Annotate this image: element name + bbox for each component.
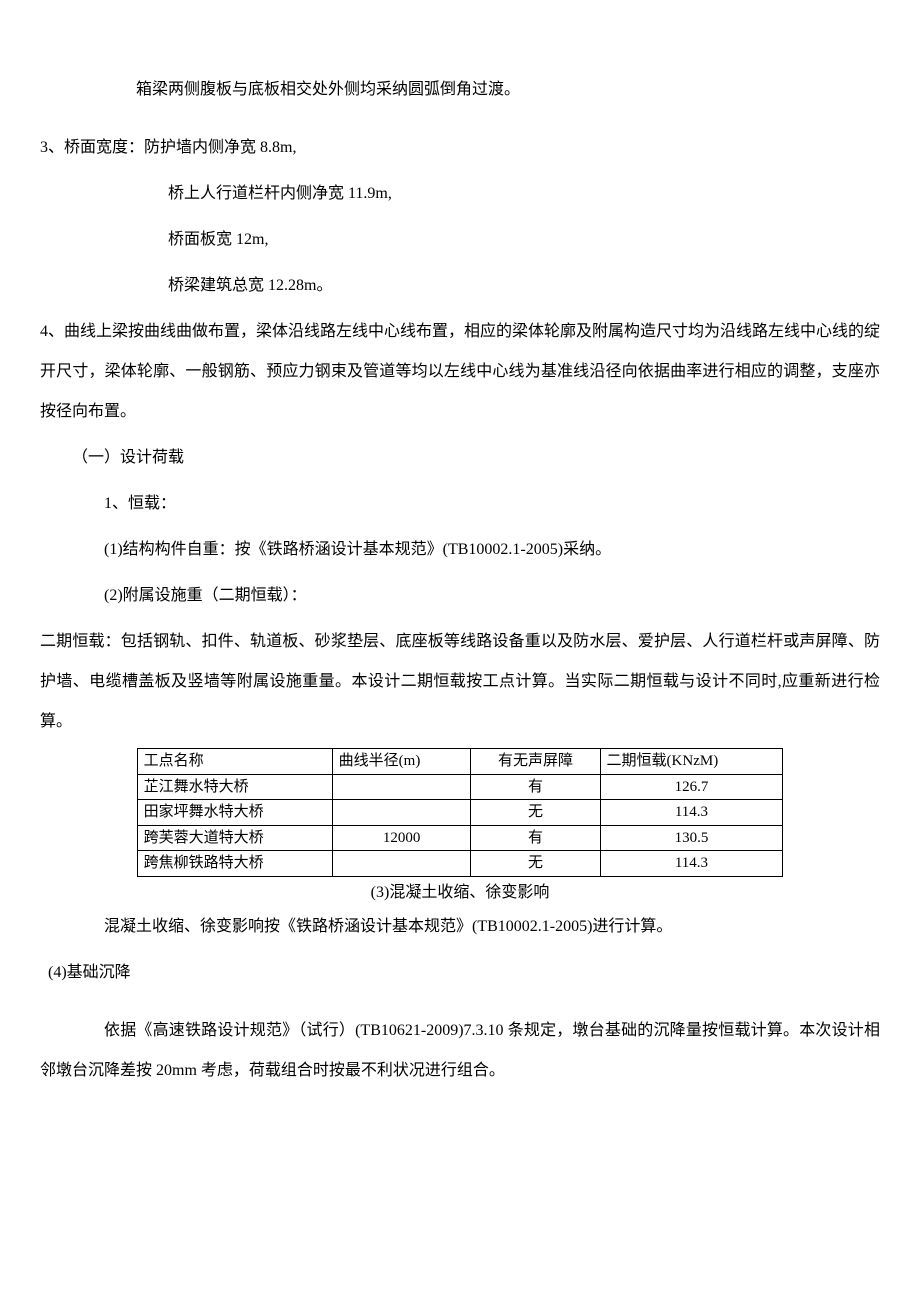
table-header-cell: 工点名称 xyxy=(137,749,332,775)
table-cell xyxy=(332,774,471,800)
table-header-cell: 有无声屏障 xyxy=(471,749,600,775)
paragraph-curve-layout: 4、曲线上梁按曲线曲做布置，梁体沿线路左线中心线布置，相应的梁体轮廓及附属构造尺… xyxy=(40,312,880,432)
table-cell: 跨焦柳铁路特大桥 xyxy=(137,851,332,877)
table-header-row: 工点名称 曲线半径(m) 有无声屏障 二期恒载(KNzM) xyxy=(137,749,783,775)
paragraph-shrinkage-desc: 混凝土收缩、徐变影响按《铁路桥涵设计基本规范》(TB10002.1-2005)进… xyxy=(40,907,880,947)
paragraph-accessory-weight: (2)附属设施重（二期恒载）： xyxy=(40,576,880,616)
paragraph-deck-width: 桥面板宽 12m, xyxy=(40,220,880,260)
table-cell: 130.5 xyxy=(600,825,783,851)
load-table: 工点名称 曲线半径(m) 有无声屏障 二期恒载(KNzM) 芷江舞水特大桥 有 … xyxy=(137,748,784,877)
table-cell: 126.7 xyxy=(600,774,783,800)
table-cell: 芷江舞水特大桥 xyxy=(137,774,332,800)
table-row: 跨焦柳铁路特大桥 无 114.3 xyxy=(137,851,783,877)
table-row: 芷江舞水特大桥 有 126.7 xyxy=(137,774,783,800)
table-cell: 有 xyxy=(471,774,600,800)
heading-design-load: （一）设计荷载 xyxy=(40,438,880,478)
table-cell xyxy=(332,851,471,877)
heading-foundation-settlement: (4)基础沉降 xyxy=(40,953,880,993)
paragraph-walkway-width: 桥上人行道栏杆内侧净宽 11.9m, xyxy=(40,174,880,214)
paragraph-bridge-width-intro: 3、桥面宽度：防护墙内侧净宽 8.8m, xyxy=(40,128,880,168)
table-cell: 12000 xyxy=(332,825,471,851)
paragraph-total-width: 桥梁建筑总宽 12.28m。 xyxy=(40,266,880,306)
table-header-cell: 二期恒载(KNzM) xyxy=(600,749,783,775)
table-cell: 有 xyxy=(471,825,600,851)
table-cell: 无 xyxy=(471,800,600,826)
table-cell: 无 xyxy=(471,851,600,877)
table-cell: 114.3 xyxy=(600,800,783,826)
table-row: 跨芙蓉大道特大桥 12000 有 130.5 xyxy=(137,825,783,851)
paragraph-shrinkage-heading: (3)混凝土收缩、徐变影响 xyxy=(40,879,880,908)
table-header-cell: 曲线半径(m) xyxy=(332,749,471,775)
paragraph-secondary-load-desc: 二期恒载：包括钢轨、扣件、轨道板、砂浆垫层、底座板等线路设备重以及防水层、爱护层… xyxy=(40,622,880,742)
table-cell: 跨芙蓉大道特大桥 xyxy=(137,825,332,851)
heading-dead-load: 1、恒载： xyxy=(40,484,880,524)
paragraph-self-weight: (1)结构构件自重：按《铁路桥涵设计基本规范》(TB10002.1-2005)采… xyxy=(40,530,880,570)
table-cell: 114.3 xyxy=(600,851,783,877)
table-row: 田家坪舞水特大桥 无 114.3 xyxy=(137,800,783,826)
paragraph-box-girder: 箱梁两侧腹板与底板相交处外侧均采纳圆弧倒角过渡。 xyxy=(40,70,880,110)
table-cell: 田家坪舞水特大桥 xyxy=(137,800,332,826)
paragraph-settlement-desc: 依据《高速铁路设计规范》（试行）(TB10621-2009)7.3.10 条规定… xyxy=(40,1011,880,1091)
table-cell xyxy=(332,800,471,826)
